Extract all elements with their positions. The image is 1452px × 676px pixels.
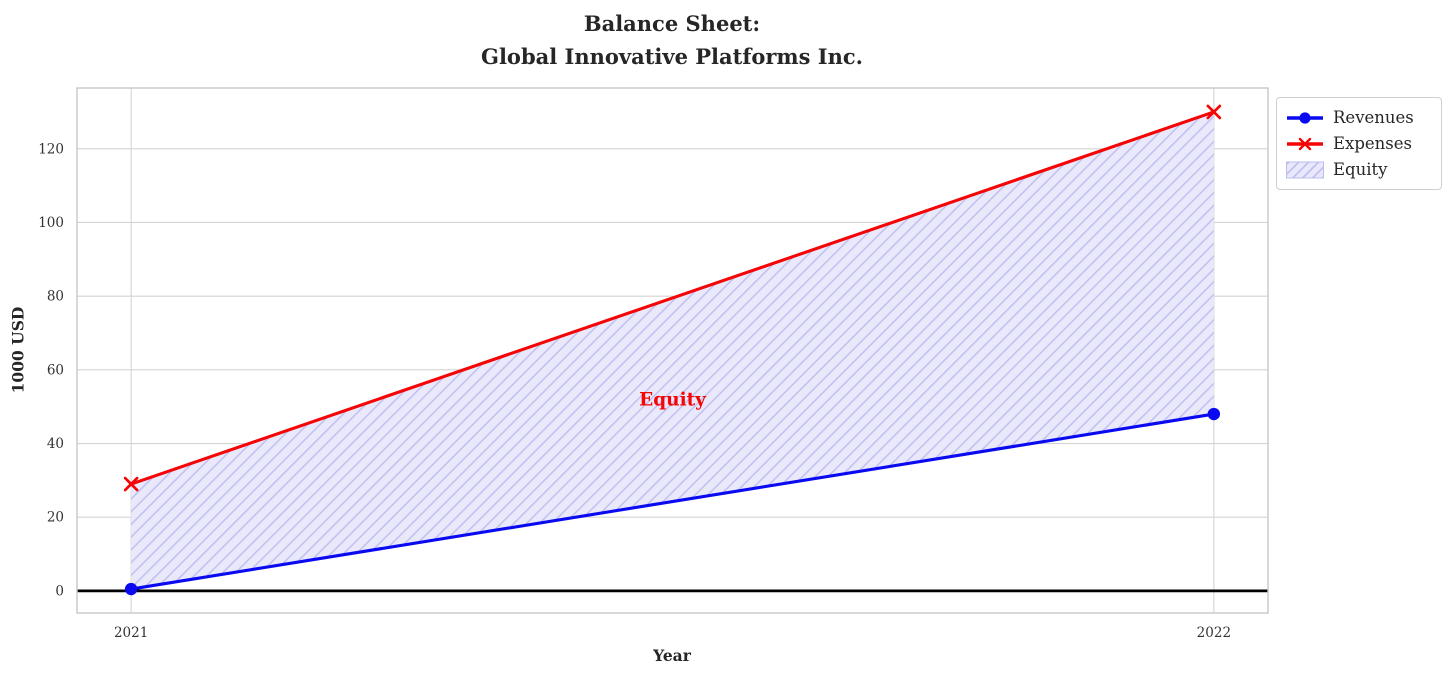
y-axis-label: 1000 USD <box>8 306 28 394</box>
revenues-line-icon <box>1287 111 1323 124</box>
equity-annotation: Equity <box>639 389 707 410</box>
revenues-line <box>129 412 1216 591</box>
legend-label-revenues: Revenues <box>1333 108 1414 127</box>
expenses-marker <box>1206 104 1222 120</box>
legend-label-equity: Equity <box>1333 160 1388 179</box>
chart-title: Balance Sheet: Global Innovative Platfor… <box>481 7 863 73</box>
revenues-marker <box>124 582 138 596</box>
equity-swatch-icon <box>1286 161 1324 178</box>
legend-item-equity: Equity <box>1286 157 1431 182</box>
legend-item-expenses: Expenses <box>1286 131 1431 156</box>
expenses-line <box>129 110 1216 486</box>
equity-area <box>131 111 1214 590</box>
x-tick-label: 2022 <box>1197 625 1231 641</box>
y-tick-label: 0 <box>55 583 64 599</box>
y-tick-label: 20 <box>47 510 64 526</box>
plot-border <box>76 87 1269 614</box>
x-tick-label: 2021 <box>114 625 148 641</box>
y-tick-label: 80 <box>47 289 64 305</box>
legend-label-expenses: Expenses <box>1333 134 1413 153</box>
y-tick-label: 100 <box>38 215 64 231</box>
y-tick-label: 40 <box>47 436 64 452</box>
legend-item-revenues: Revenues <box>1286 105 1431 130</box>
expenses-marker <box>123 476 139 492</box>
chart-title-line1: Balance Sheet: <box>583 11 761 36</box>
y-tick-label: 120 <box>38 141 64 157</box>
legend: Revenues Expenses Equity <box>1276 97 1442 190</box>
chart-title-line2: Global Innovative Platforms Inc. <box>481 44 863 69</box>
revenues-marker <box>1207 407 1221 421</box>
y-tick-label: 60 <box>47 362 64 378</box>
x-axis-label: Year <box>653 646 691 665</box>
expenses-line-icon <box>1287 137 1323 150</box>
